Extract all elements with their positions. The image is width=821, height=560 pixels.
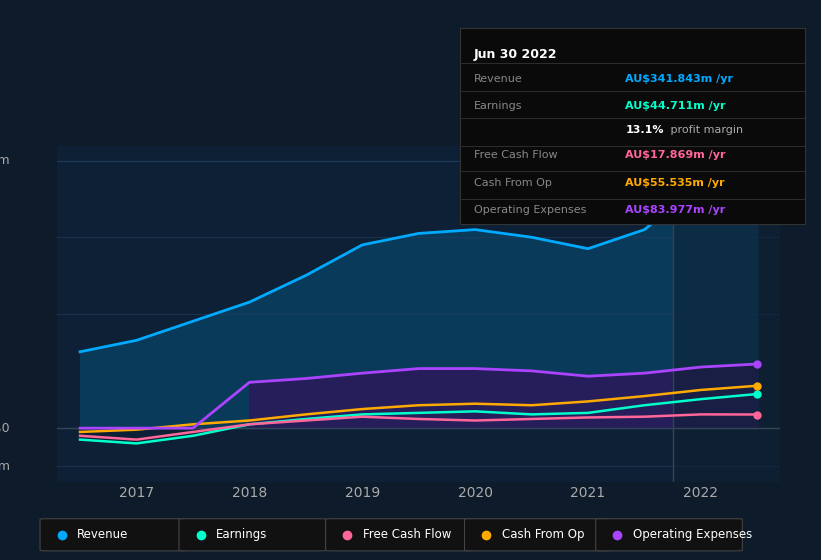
Text: Free Cash Flow: Free Cash Flow [363,528,451,542]
Text: -AU$50m: -AU$50m [0,460,11,473]
Text: AU$0: AU$0 [0,422,11,435]
Text: Operating Expenses: Operating Expenses [474,206,586,215]
Text: 13.1%: 13.1% [626,125,663,135]
Text: AU$350m: AU$350m [0,155,11,167]
Text: Revenue: Revenue [474,74,522,84]
FancyBboxPatch shape [326,519,472,551]
Text: AU$44.711m /yr: AU$44.711m /yr [626,101,726,111]
Text: AU$83.977m /yr: AU$83.977m /yr [626,206,726,215]
Text: AU$17.869m /yr: AU$17.869m /yr [626,151,726,160]
Text: profit margin: profit margin [667,125,743,135]
Text: AU$341.843m /yr: AU$341.843m /yr [626,74,733,84]
Text: Earnings: Earnings [216,528,268,542]
Text: Jun 30 2022: Jun 30 2022 [474,48,557,60]
Bar [672,146,780,482]
Text: Cash From Op: Cash From Op [474,178,552,188]
Text: Earnings: Earnings [474,101,522,111]
FancyBboxPatch shape [40,519,186,551]
Text: Operating Expenses: Operating Expenses [633,528,752,542]
FancyBboxPatch shape [465,519,611,551]
Text: Free Cash Flow: Free Cash Flow [474,151,557,160]
FancyBboxPatch shape [596,519,742,551]
Text: Revenue: Revenue [77,528,128,542]
Text: Cash From Op: Cash From Op [502,528,584,542]
Text: AU$55.535m /yr: AU$55.535m /yr [626,178,725,188]
FancyBboxPatch shape [179,519,326,551]
